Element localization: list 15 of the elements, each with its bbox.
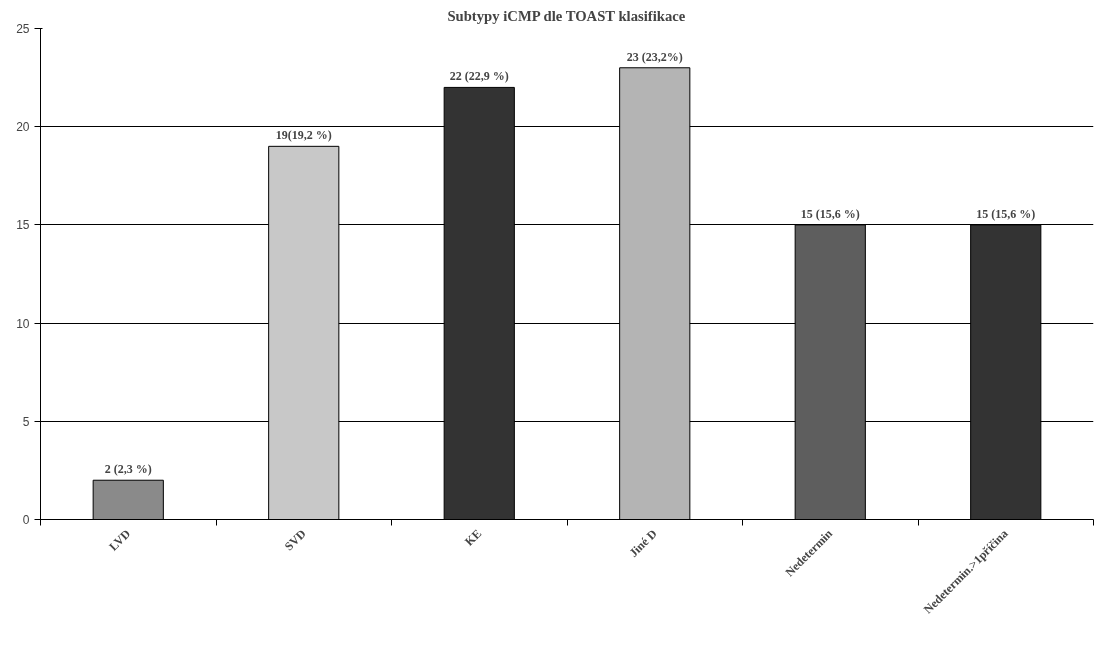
y-tick-label: 25 — [16, 22, 30, 36]
y-tick-label: 5 — [22, 414, 30, 429]
y-tick-label: 10 — [16, 316, 30, 331]
data-label: 23 (23,2%) — [626, 49, 683, 64]
x-tick-label: Jiné D — [626, 526, 660, 560]
data-label: 22 (22,9 %) — [449, 69, 509, 84]
y-tick-label: 20 — [16, 120, 30, 135]
data-label: 2 (2,3 %) — [104, 462, 152, 477]
data-label: 19(19,2 %) — [275, 128, 332, 143]
data-label: 15 (15,6 %) — [800, 206, 860, 221]
x-tick-label: KE — [462, 526, 485, 549]
data-label: 15 (15,6 %) — [976, 206, 1036, 221]
y-tick-label: 0 — [22, 513, 30, 527]
y-tick-label: 15 — [16, 218, 30, 233]
chart-title: Subtypy iCMP dle TOAST klasifikace — [447, 7, 686, 24]
